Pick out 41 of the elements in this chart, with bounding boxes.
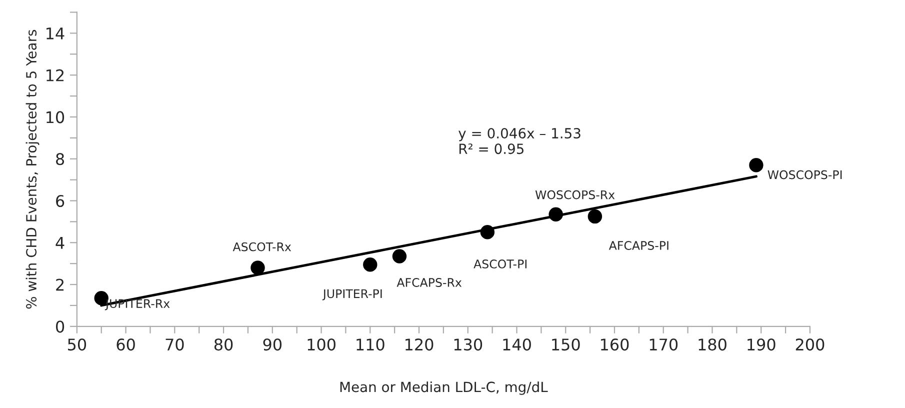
point	[749, 158, 764, 172]
annotation: ASCOT-Rx	[232, 242, 292, 252]
y-tick-label: 2	[56, 278, 64, 291]
x-tick-label: 60	[116, 338, 135, 351]
x-tick-label: 100	[308, 338, 336, 351]
x-tick-label: 180	[698, 338, 726, 351]
x-tick-label: 140	[503, 338, 531, 351]
x-tick-label: 190	[748, 338, 776, 351]
y-tick-label: 14	[46, 28, 64, 40]
y-tick-label: 0	[56, 320, 64, 333]
x-tick-label: 160	[601, 338, 629, 351]
annotation: AFCAPS-PI	[608, 241, 668, 250]
x-tick-label: 110	[356, 338, 384, 351]
annotation: AFCAPS-Rx	[396, 278, 462, 287]
point	[548, 207, 563, 222]
x-tick-label: 170	[650, 338, 678, 351]
y-tick-label: 6	[56, 194, 64, 208]
x-tick-label: 80	[214, 338, 233, 351]
point	[480, 225, 495, 240]
x-tick-label: 130	[454, 338, 482, 351]
point	[392, 249, 407, 264]
y-tick-label: 10	[46, 111, 64, 124]
y-axis-title: % with CHD Events, Projected to 5 Years	[26, 30, 40, 309]
x-tick-label: 70	[166, 338, 184, 351]
x-tick-label: 120	[406, 338, 434, 351]
x-tick-label: 90	[263, 338, 282, 351]
y-tick-label: 8	[56, 153, 64, 166]
point	[250, 260, 265, 275]
x-tick-label: 200	[796, 338, 824, 351]
y-tick-label: 4	[56, 237, 64, 249]
x-tick-label: 150	[552, 338, 580, 351]
annotation: JUPITER-PI	[322, 289, 382, 300]
point	[363, 257, 378, 272]
annotation: y = 0.046x – 1.53 R² = 0.95	[458, 128, 580, 154]
y-tick-label: 12	[46, 69, 64, 82]
annotation: ASCOT-PI	[474, 260, 526, 268]
annotation: WOSCOPS-PI	[768, 170, 842, 180]
annotation: WOSCOPS-Rx	[535, 190, 615, 200]
point	[588, 209, 602, 224]
x-tick-label: 50	[68, 338, 86, 351]
x-axis-title: Mean or Median LDL-C, mg/dL	[340, 381, 548, 395]
